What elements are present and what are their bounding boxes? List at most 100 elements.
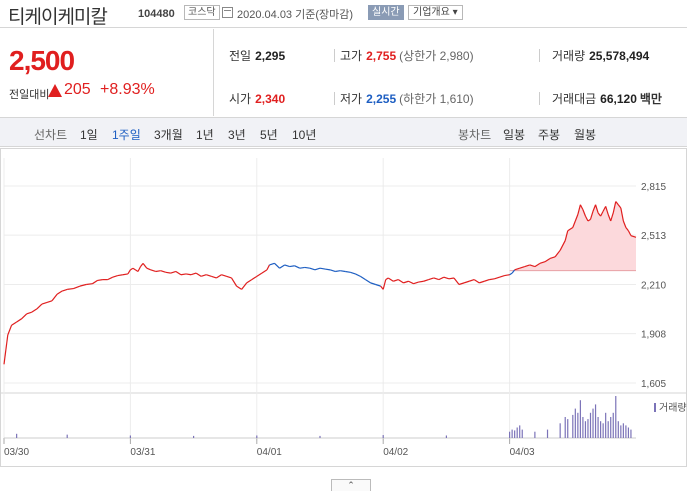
price-segment bbox=[398, 279, 404, 284]
price-segment bbox=[170, 270, 177, 274]
price-segment bbox=[418, 280, 424, 283]
price-segment bbox=[494, 276, 500, 280]
price-segment bbox=[294, 265, 301, 269]
collapse-chart-button[interactable]: ⌃ bbox=[331, 479, 371, 491]
tab-10year[interactable]: 10년 bbox=[292, 128, 317, 142]
price-segment bbox=[413, 281, 419, 285]
price-segment bbox=[165, 271, 171, 274]
divider bbox=[539, 49, 540, 62]
realtime-button[interactable]: 실시간 bbox=[368, 5, 404, 20]
price-segment bbox=[627, 230, 632, 236]
tab-weekly[interactable]: 주봉 bbox=[538, 128, 561, 142]
price-segment bbox=[340, 270, 346, 273]
y-tick-label: 2,210 bbox=[641, 281, 666, 292]
price-segment bbox=[350, 271, 356, 275]
tab-daily[interactable]: 일봉 bbox=[503, 128, 526, 142]
price-segment bbox=[448, 277, 455, 280]
price-segment bbox=[539, 261, 546, 264]
price-segment bbox=[577, 204, 581, 215]
price-segment bbox=[479, 280, 485, 284]
price-segment bbox=[443, 276, 450, 280]
company-info-dropdown[interactable]: 기업개요 ▾ bbox=[408, 5, 463, 20]
price-segment bbox=[484, 279, 490, 282]
price-segment bbox=[266, 264, 270, 271]
price-segment bbox=[309, 267, 316, 271]
price-segment bbox=[587, 218, 591, 222]
price-chart[interactable]: 2,815 2,513 2,210 1,908 1,605 03/30 03/31 04/01… bbox=[0, 148, 687, 495]
stock-code: 104480 bbox=[138, 8, 175, 20]
price-segment bbox=[549, 256, 556, 260]
price-segment bbox=[246, 279, 253, 284]
price-segment bbox=[572, 220, 576, 228]
volume-legend-swatch bbox=[654, 403, 656, 412]
tab-1week[interactable]: 1주일 bbox=[112, 128, 141, 142]
price-segment bbox=[21, 313, 28, 320]
price-segment bbox=[279, 264, 285, 269]
price-segment bbox=[180, 273, 187, 276]
price-segment bbox=[408, 280, 414, 285]
y-tick-label: 1,908 bbox=[641, 330, 666, 341]
price-segment bbox=[597, 212, 602, 217]
price-segment bbox=[41, 301, 48, 305]
price-segment bbox=[51, 293, 58, 302]
price-segment bbox=[155, 270, 161, 273]
price-segment bbox=[329, 269, 336, 273]
price-segment bbox=[504, 274, 510, 277]
price-segment bbox=[519, 266, 525, 269]
price-segment bbox=[617, 204, 622, 209]
change-percent: +8.93% bbox=[100, 81, 155, 98]
price-segment bbox=[433, 277, 439, 281]
stat-open: 시가 2,340 bbox=[229, 92, 286, 106]
reference-date: 2020.04.03 기준(장마감) bbox=[237, 9, 354, 21]
price-segment bbox=[620, 207, 624, 222]
tab-3month[interactable]: 3개월 bbox=[154, 128, 183, 142]
price-segment bbox=[385, 277, 389, 281]
price-segment bbox=[428, 277, 434, 281]
stat-amount: 거래대금 66,120 백만 bbox=[552, 92, 662, 106]
price-segment bbox=[3, 334, 9, 365]
price-segment bbox=[140, 262, 144, 267]
price-segment bbox=[231, 277, 238, 287]
price-segment bbox=[589, 211, 594, 220]
price-segment bbox=[335, 270, 341, 273]
tab-1year[interactable]: 1년 bbox=[196, 128, 214, 142]
y-tick-label: 2,513 bbox=[641, 231, 666, 242]
candle-chart-label: 봉차트 bbox=[458, 128, 492, 142]
tab-5year[interactable]: 5년 bbox=[260, 128, 278, 142]
price-segment bbox=[236, 285, 242, 290]
price-segment bbox=[56, 290, 63, 295]
price-segment bbox=[579, 204, 584, 210]
gain-area bbox=[509, 201, 636, 271]
line-chart-label: 선차트 bbox=[34, 128, 68, 142]
price-segment bbox=[269, 262, 275, 266]
price-segment bbox=[190, 272, 197, 276]
price-segment bbox=[610, 212, 614, 222]
price-segment bbox=[274, 262, 280, 269]
price-segment bbox=[365, 279, 371, 284]
price-segment bbox=[370, 282, 376, 286]
price-stats: 전일 2,295 고가 2,755 (상한가 2,980) 거래량 25,578,494… bbox=[214, 29, 687, 116]
price-segment bbox=[195, 272, 202, 277]
price-segment bbox=[605, 206, 609, 215]
price-segment bbox=[221, 274, 227, 277]
tab-monthly[interactable]: 월봉 bbox=[574, 128, 597, 142]
price-segment bbox=[567, 227, 574, 232]
price-segment bbox=[554, 249, 561, 258]
price-segment bbox=[564, 230, 569, 241]
tab-3year[interactable]: 3년 bbox=[228, 128, 246, 142]
calendar-icon bbox=[222, 7, 233, 18]
stat-prev-close: 전일 2,295 bbox=[229, 49, 286, 63]
x-tick-label: 03/31 bbox=[130, 447, 155, 458]
tab-1day[interactable]: 1일 bbox=[80, 128, 98, 142]
price-segment bbox=[175, 270, 182, 276]
price-segment bbox=[499, 274, 505, 278]
price-summary: 2,500 전일대비 205 +8.93% bbox=[0, 29, 214, 116]
price-segment bbox=[86, 283, 93, 286]
price-segment bbox=[355, 273, 361, 277]
price-segment bbox=[132, 267, 136, 271]
price-segment bbox=[393, 279, 399, 282]
price-segment bbox=[241, 282, 248, 290]
price-segment bbox=[514, 267, 520, 271]
price-segment bbox=[574, 214, 579, 222]
price-segment bbox=[146, 267, 151, 271]
